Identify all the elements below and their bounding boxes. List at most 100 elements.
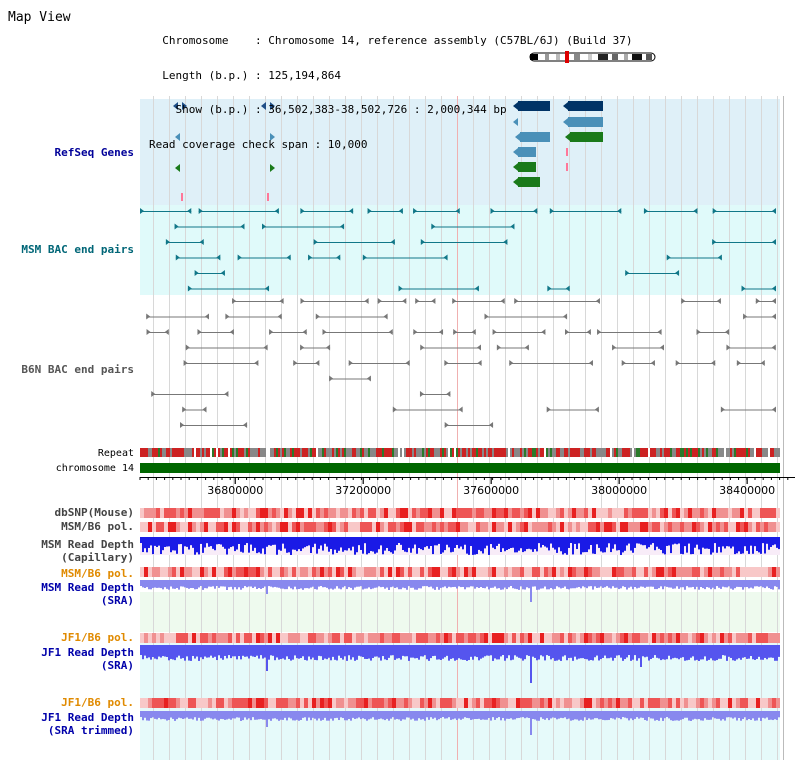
depth-bar: [412, 645, 414, 658]
heat-cell: [208, 522, 212, 532]
depth-bar: [246, 537, 248, 544]
heat-cell: [684, 698, 688, 708]
bac-end-pair: [712, 208, 776, 214]
depth-bar: [570, 711, 572, 721]
depth-bar: [370, 537, 372, 552]
heat-cell: [684, 522, 688, 532]
depth-bar: [736, 711, 738, 721]
depth-bar: [352, 645, 354, 658]
depth-bar: [226, 711, 228, 720]
heat-cell: [452, 522, 456, 532]
depth-bar: [176, 711, 178, 720]
refseq-genes: [173, 101, 603, 201]
depth-bar: [204, 580, 206, 589]
depth-bar: [234, 537, 236, 552]
repeat-segment: [274, 448, 276, 457]
heat-cell: [428, 698, 432, 708]
repeat-segment: [552, 448, 554, 457]
depth-bar: [396, 537, 398, 546]
repeat-segment: [424, 448, 426, 457]
depth-bar: [140, 580, 142, 587]
heat-cell: [516, 522, 520, 532]
depth-bar: [264, 711, 266, 720]
depth-bar: [710, 537, 712, 555]
depth-bar: [222, 537, 224, 547]
repeat-segment: [638, 448, 640, 457]
heat-cell: [144, 567, 148, 577]
depth-bar: [292, 645, 294, 660]
depth-bar: [674, 537, 676, 544]
repeat-segment: [654, 448, 656, 457]
depth-bar: [158, 711, 160, 718]
depth-bar: [378, 537, 380, 550]
bac-end-right: [586, 329, 591, 335]
depth-bar: [338, 580, 340, 589]
depth-bar: [646, 645, 648, 657]
heat-cell: [388, 633, 392, 643]
depth-bar: [208, 580, 210, 587]
bac-end-left: [431, 223, 436, 230]
repeat-segment: [664, 448, 666, 457]
heat-cell: [712, 567, 716, 577]
depth-bar: [420, 580, 422, 589]
repeat-segment: [574, 448, 576, 457]
depth-bar: [592, 645, 594, 661]
bac-end-right: [383, 313, 388, 320]
heat-cell: [584, 508, 588, 518]
depth-bar: [698, 537, 700, 550]
heat-cell: [588, 698, 592, 708]
repeat-segment: [176, 448, 178, 457]
depth-bar: [692, 711, 694, 720]
depth-bar: [426, 645, 428, 660]
depth-bar: [394, 580, 396, 589]
heat-cell: [772, 633, 776, 643]
depth-bar: [424, 537, 426, 548]
heat-cell: [240, 508, 244, 518]
depth-bar: [584, 645, 586, 659]
depth-bar: [274, 537, 276, 545]
repeat-segment: [598, 448, 600, 457]
depth-bar: [270, 711, 272, 721]
heat-cell: [384, 522, 388, 532]
heat-cell: [300, 633, 304, 643]
depth-bar: [536, 580, 538, 590]
heat-cell: [268, 567, 272, 577]
repeat-segment: [412, 448, 414, 457]
heat-cell: [152, 508, 156, 518]
depth-bar: [466, 711, 468, 718]
depth-bar: [540, 711, 542, 718]
repeat-segment: [492, 448, 494, 457]
depth-bar: [432, 711, 434, 719]
gene-arrow: [565, 133, 570, 141]
heat-cell: [748, 698, 752, 708]
depth-bar: [744, 580, 746, 588]
heat-cell: [616, 508, 620, 518]
heat-cell: [548, 508, 552, 518]
heat-cell: [740, 522, 744, 532]
depth-bar: [240, 537, 242, 552]
depth-bar: [326, 580, 328, 588]
bac-end-right: [315, 360, 320, 366]
repeat-segment: [524, 448, 526, 457]
heat-cell: [548, 567, 552, 577]
depth-bar: [504, 711, 506, 721]
depth-bar: [450, 580, 452, 588]
bac-end-right: [617, 208, 622, 214]
depth-bar: [144, 711, 146, 718]
depth-bar: [330, 711, 332, 719]
heat-cell: [744, 522, 748, 532]
heat-cell: [180, 522, 184, 532]
depth-bar: [228, 645, 230, 656]
depth-bar: [350, 645, 352, 660]
depth-bar: [408, 580, 410, 587]
heat-cell: [560, 633, 564, 643]
repeat-segment: [476, 448, 478, 457]
repeat-segment: [534, 448, 536, 457]
depth-bar: [296, 580, 298, 590]
depth-bar: [420, 711, 422, 720]
heat-cell: [672, 633, 676, 643]
depth-bar: [446, 711, 448, 719]
gene-model: [513, 101, 550, 111]
depth-bar: [372, 711, 374, 718]
